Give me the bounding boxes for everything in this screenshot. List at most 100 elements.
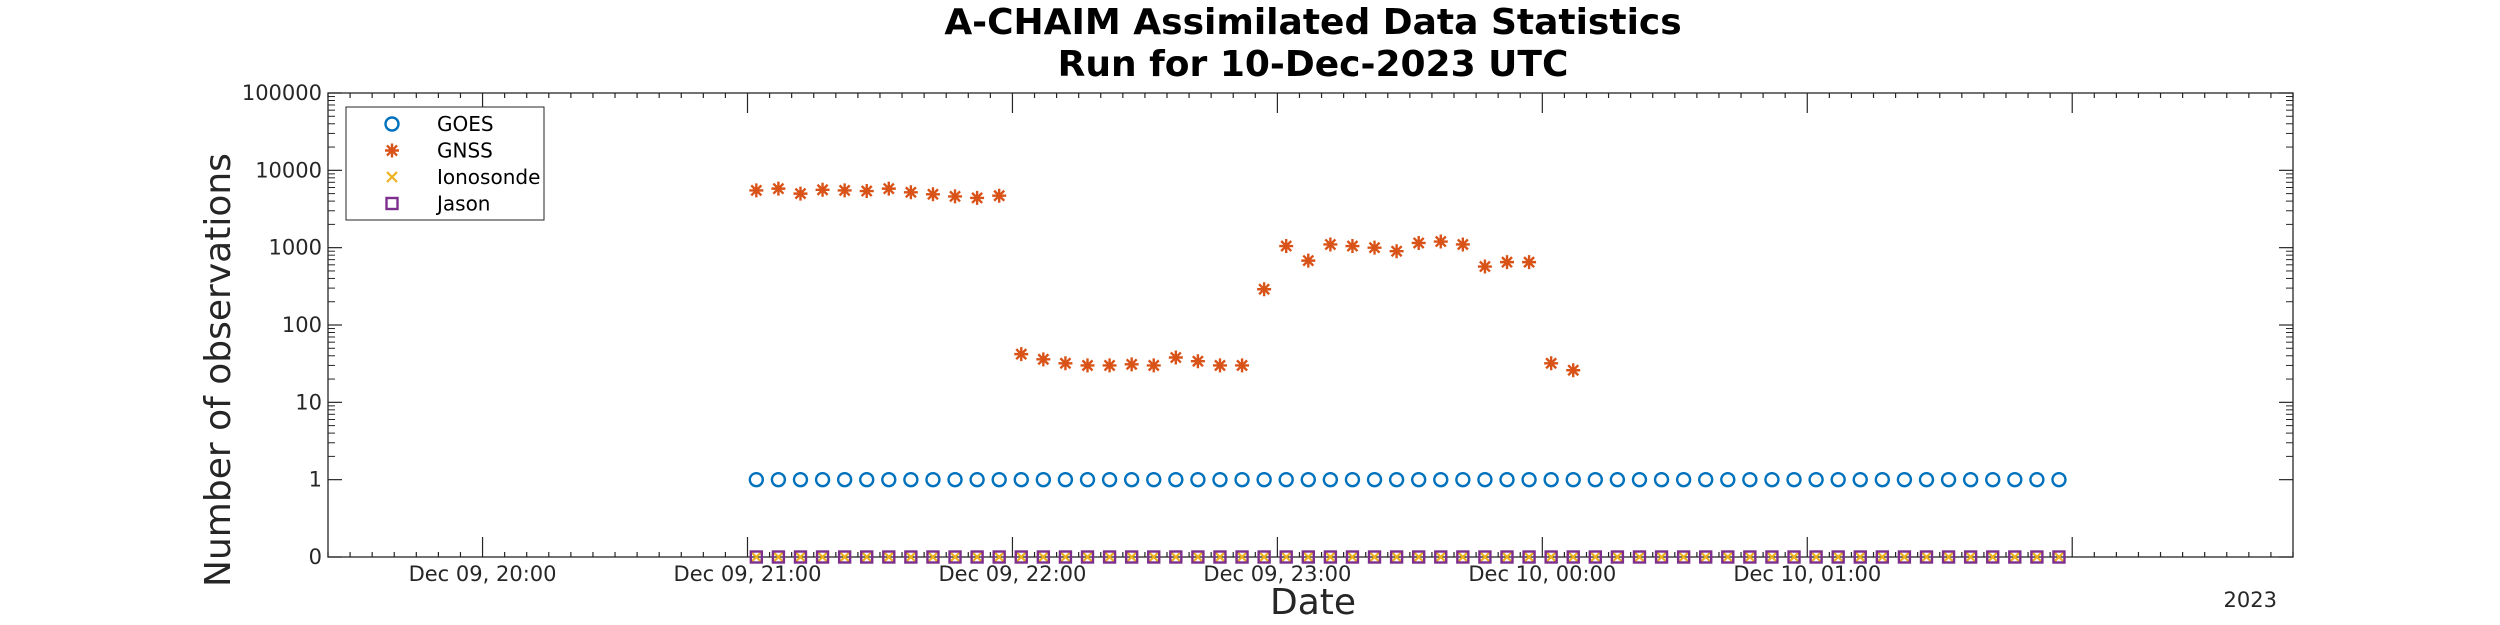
data-point-goes (1808, 471, 1824, 488)
data-point-goes (2029, 471, 2045, 488)
data-point-ionosonde (905, 551, 917, 563)
legend-label: GOES (437, 112, 494, 136)
data-point-gnss (1389, 244, 1404, 259)
data-point-goes (1653, 471, 1670, 488)
data-point-jason (1434, 550, 1448, 564)
chart-title: A-CHAIM Assimilated Data Statistics (944, 2, 1681, 43)
data-point-goes (1985, 471, 2001, 488)
data-point-jason (2052, 550, 2066, 564)
data-point-goes (1300, 471, 1316, 488)
data-point-goes (991, 471, 1007, 488)
data-point-goes (947, 471, 963, 488)
data-point-goes (1543, 471, 1559, 488)
y-axis-label: Number of observations (198, 153, 239, 587)
data-point-ionosonde (1346, 551, 1359, 563)
data-point-goes (2051, 471, 2067, 488)
data-point-goes (1366, 471, 1383, 488)
data-point-goes (1410, 471, 1427, 488)
data-point-goes (1742, 471, 1758, 488)
data-point-ionosonde (1258, 551, 1270, 563)
data-point-gnss (859, 184, 874, 199)
data-point-jason (1941, 550, 1956, 564)
data-point-gnss (1500, 255, 1514, 270)
data-point-goes (1079, 471, 1096, 488)
data-point-gnss (1102, 358, 1117, 373)
legend-label: Ionosonde (437, 165, 540, 189)
data-point-gnss (948, 189, 963, 204)
data-point-jason (749, 550, 764, 564)
data-point-ionosonde (838, 551, 851, 563)
data-point-jason (1235, 550, 1249, 564)
x-epoch-label: 2023 (2224, 588, 2277, 612)
data-point-jason (1809, 550, 1823, 564)
data-point-ionosonde (1390, 551, 1403, 563)
data-point-gnss (1367, 240, 1382, 255)
data-point-goes (903, 471, 919, 488)
data-point-jason (1169, 550, 1183, 564)
data-point-goes (1212, 471, 1228, 488)
data-point-jason (1853, 550, 1867, 564)
series-gnss (749, 181, 1581, 378)
data-point-gnss (1345, 239, 1360, 254)
data-point-gnss (1036, 352, 1051, 367)
data-point-ionosonde (949, 551, 961, 563)
data-point-jason (1522, 550, 1536, 564)
data-point-goes (1035, 471, 1052, 488)
data-point-jason (1566, 550, 1580, 564)
data-point-jason (1676, 550, 1691, 564)
data-point-goes (2007, 471, 2023, 488)
chart-subtitle: Run for 10-Dec-2023 UTC (1058, 44, 1569, 85)
data-point-ionosonde (1501, 551, 1513, 563)
data-point-goes (1962, 471, 1979, 488)
data-point-gnss (1411, 235, 1426, 250)
data-point-jason (1765, 550, 1779, 564)
data-point-ionosonde (1854, 551, 1867, 563)
data-point-goes (1388, 471, 1405, 488)
data-point-ionosonde (1699, 551, 1712, 563)
data-point-gnss (1279, 239, 1294, 254)
data-point-jason (1080, 550, 1095, 564)
data-point-ionosonde (2053, 551, 2065, 563)
axes (327, 92, 2294, 558)
data-point-goes (1278, 471, 1294, 488)
data-point-jason (992, 550, 1006, 564)
data-point-ionosonde (1567, 551, 1580, 563)
data-point-jason (948, 550, 962, 564)
data-point-goes (1940, 471, 1957, 488)
data-point-gnss (1455, 237, 1470, 252)
data-point-jason (2008, 550, 2022, 564)
data-point-jason (1124, 550, 1139, 564)
data-point-goes (836, 471, 853, 488)
data-point-jason (1257, 550, 1271, 564)
data-point-goes (1675, 471, 1692, 488)
data-point-ionosonde (1942, 551, 1955, 563)
data-point-gnss (1433, 234, 1448, 249)
data-point-jason (1963, 550, 1978, 564)
data-point-goes (1477, 471, 1493, 488)
data-point-goes (1256, 471, 1272, 488)
data-point-ionosonde (1810, 551, 1822, 563)
data-point-ionosonde (1280, 551, 1292, 563)
data-point-jason (1213, 550, 1227, 564)
data-point-ionosonde (1545, 551, 1557, 563)
data-point-gnss (1522, 255, 1537, 270)
y-tick-label: 10000 (255, 158, 322, 182)
data-point-ionosonde (1744, 551, 1756, 563)
data-point-jason (1919, 550, 1934, 564)
data-point-ionosonde (1677, 551, 1690, 563)
data-point-jason (1279, 550, 1293, 564)
data-point-ionosonde (1125, 551, 1138, 563)
data-point-jason (1831, 550, 1845, 564)
data-point-ionosonde (2009, 551, 2021, 563)
data-point-jason (1500, 550, 1514, 564)
data-point-goes (1499, 471, 1515, 488)
data-point-ionosonde (1368, 551, 1381, 563)
data-point-goes (1190, 471, 1206, 488)
data-point-goes (1852, 471, 1868, 488)
data-point-jason (1036, 550, 1051, 564)
data-point-goes (1896, 471, 1913, 488)
x-axis-ticks: Dec 09, 20:00 Dec 09, 21:00 Dec 09, 22:00 D… (327, 93, 2294, 586)
data-point-goes (1609, 471, 1626, 488)
series-goes (748, 471, 2067, 488)
